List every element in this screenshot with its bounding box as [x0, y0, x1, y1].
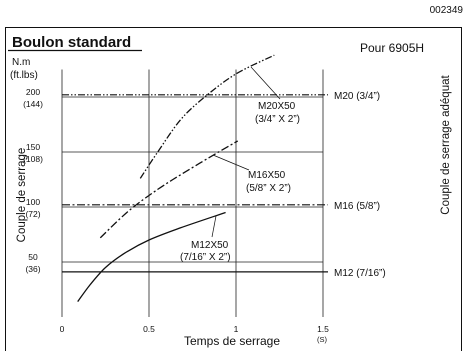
x-unit: (S)	[317, 335, 328, 344]
series-sublabel-m16x50: (5/8” X 2”)	[246, 183, 291, 194]
y-tick-label: 100	[26, 197, 40, 207]
series-line-m20x50	[139, 54, 275, 179]
series-sublabel-m20x50: (3/4” X 2”)	[255, 114, 300, 125]
y-tick-label-alt: (108)	[23, 154, 43, 164]
y-unit-alt: (ft.lbs)	[10, 70, 38, 81]
y-tick-label-alt: (144)	[23, 99, 43, 109]
x-tick-label: 1	[234, 324, 239, 334]
tick-labels: 0 0.5 1 1.5 50 (36) 100 (72) 150 (108) 200 (144)	[23, 87, 329, 334]
x-tick-label: 1.5	[317, 324, 329, 334]
series-sublabel-m12x50: (7/16” X 2”)	[180, 252, 231, 263]
y2-axis-label: Couple de serrage adéquat	[440, 75, 452, 215]
x-axis-label: Temps de serrage	[184, 334, 280, 348]
y-tick-label: 150	[26, 142, 40, 152]
leader-line-m16x50	[212, 154, 250, 171]
x-tick-label: 0.5	[143, 324, 155, 334]
chart-title: Boulon standard	[12, 34, 131, 51]
series-label-m16x50: M16X50	[248, 170, 286, 181]
document-code: 002349	[430, 5, 464, 16]
series-label-m20x50: M20X50	[258, 101, 296, 112]
reference-line-label-m16-5-8: M16 (5/8”)	[334, 201, 380, 212]
x-tick-label: 0	[60, 324, 65, 334]
chart-frame	[5, 27, 462, 351]
y-tick-label-alt: (36)	[25, 264, 40, 274]
y-unit: N.m	[12, 57, 30, 68]
reference-line-label-m20-3-4: M20 (3/4”)	[334, 91, 380, 102]
y-tick-label-alt: (72)	[25, 209, 40, 219]
reference-lines: M20 (3/4”) M16 (5/8”) M12 (7/16”)	[62, 91, 386, 279]
leader-line-m20x50	[250, 66, 281, 100]
gridlines	[61, 69, 324, 317]
leader-line-m12x50	[211, 215, 217, 238]
series-line-m16x50	[99, 140, 239, 239]
chart-subtitle: Pour 6905H	[360, 41, 424, 55]
series-lines	[77, 54, 275, 302]
y-axis-label: Couple de serrage	[16, 148, 28, 243]
y-tick-label: 200	[26, 87, 40, 97]
series-label-m12x50: M12X50	[191, 240, 229, 251]
y-tick-label: 50	[28, 252, 38, 262]
reference-line-label-m12-7-16: M12 (7/16”)	[334, 268, 386, 279]
series-line-m12x50	[77, 211, 226, 302]
